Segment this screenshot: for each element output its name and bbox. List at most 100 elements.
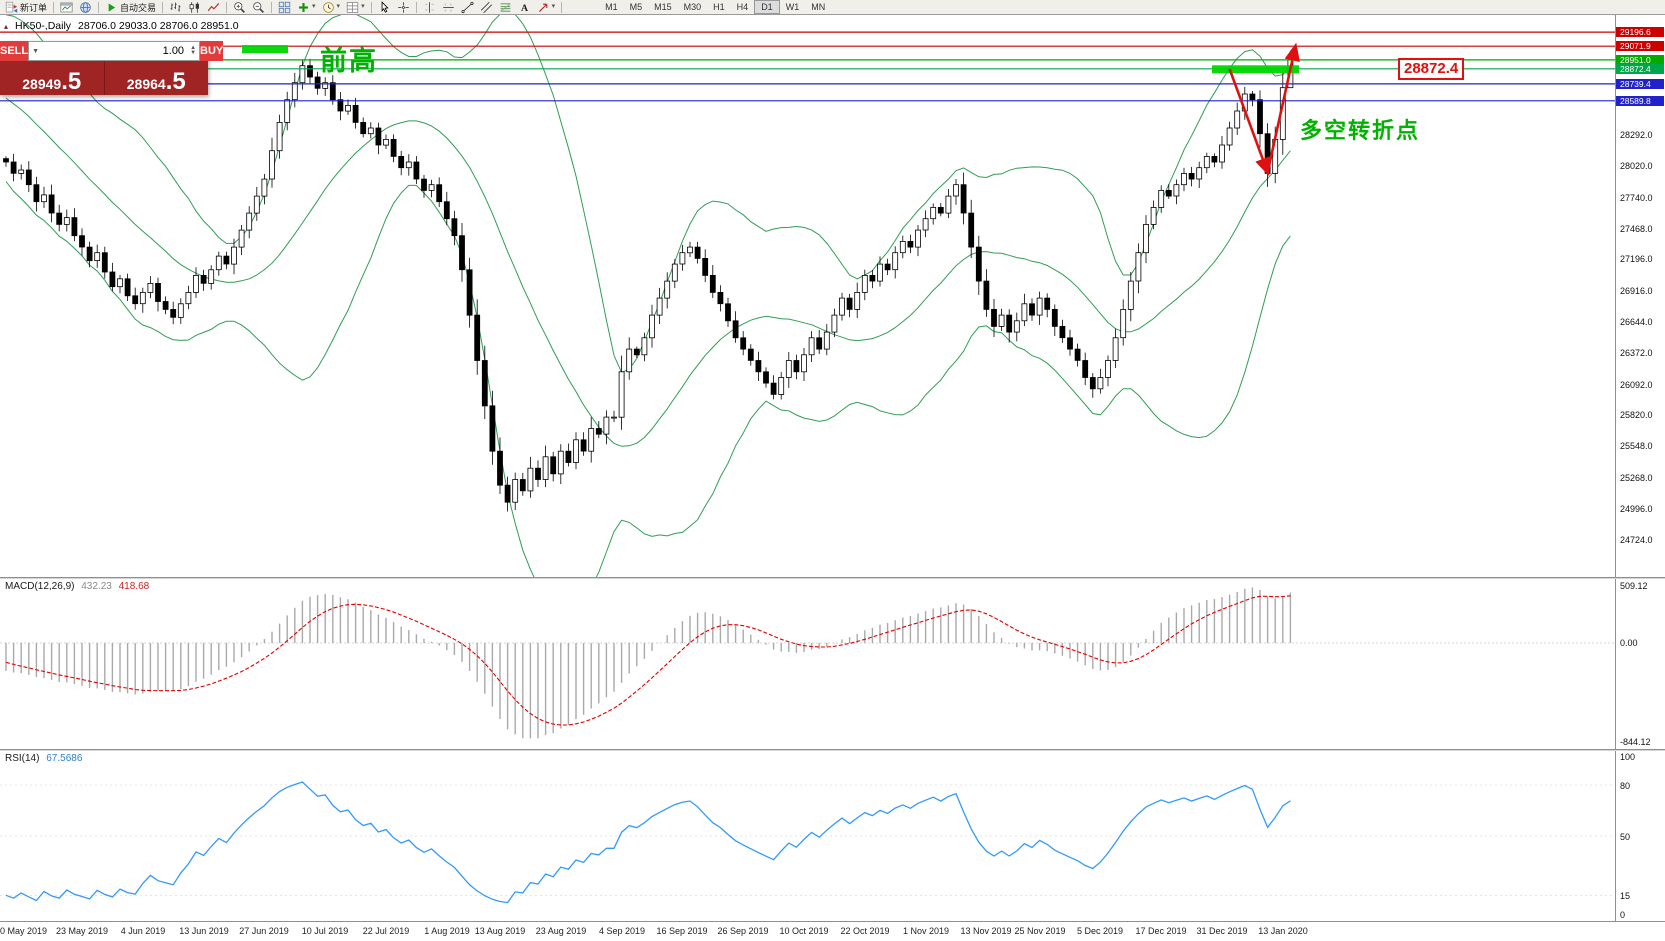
toolbar-separator: [561, 1, 563, 13]
indicators-button[interactable]: ▾: [294, 0, 319, 14]
bar-chart-button[interactable]: [166, 0, 185, 14]
price-tag: 28739.4: [1616, 78, 1664, 89]
zoom-in-button[interactable]: [230, 0, 249, 14]
autotrade-button[interactable]: 自动交易: [102, 0, 159, 14]
buy-button[interactable]: BUY: [200, 41, 224, 61]
toolbar-separator: [98, 1, 100, 13]
toolbar-separator: [162, 1, 164, 13]
price-axis-label: 26092.0: [1620, 379, 1653, 390]
date-label: 1 Aug 2019: [424, 926, 470, 936]
date-label: 23 Aug 2019: [535, 926, 587, 936]
cursor-button[interactable]: [375, 0, 394, 14]
line-chart-button[interactable]: [204, 0, 223, 14]
profile-button[interactable]: [76, 0, 95, 14]
dropdown-caret-icon: ▾: [336, 3, 341, 10]
annotation-prev-high: 前高: [320, 46, 378, 76]
candle-chart-button[interactable]: [185, 0, 204, 14]
toolbar-separator: [415, 1, 417, 13]
periods-button[interactable]: ▾: [319, 0, 344, 14]
channel-button[interactable]: [477, 0, 496, 14]
timeframe-m30-button[interactable]: M30: [683, 2, 702, 12]
text-button[interactable]: A: [515, 0, 534, 14]
fibonacci-button[interactable]: [496, 0, 515, 14]
date-label: 5 Dec 2019: [1076, 926, 1124, 936]
macd-axis[interactable]: 509.12 0.00 -844.12: [1615, 579, 1665, 749]
new-order-icon: [5, 1, 18, 13]
one-click-collapse-icon[interactable]: ▴: [4, 21, 9, 31]
timeframe-m1-button[interactable]: M1: [605, 2, 618, 12]
one-click-trading-panel: SELL ▼ ▲▼ BUY 28949 .5 28964 .5: [0, 41, 224, 95]
sell-price-pip: .5: [61, 68, 82, 95]
price-axis-label: 25820.0: [1620, 410, 1653, 421]
rsi-label: RSI(14) 67.5686: [5, 753, 82, 764]
rsi-axis[interactable]: 100 80 50 15 0: [1615, 751, 1665, 921]
vline-button[interactable]: [420, 0, 439, 14]
price-tag: 28589.8: [1616, 95, 1664, 106]
buy-price-pip: .5: [165, 68, 186, 95]
toolbar-button-label: 新订单: [20, 2, 48, 13]
price-axis-label: 24724.0: [1620, 534, 1653, 545]
price-axis-label: 26916.0: [1620, 286, 1653, 297]
date-label: 4 Jun 2019: [120, 926, 166, 936]
rsi-plot[interactable]: [0, 751, 1615, 921]
price-tag: 29071.9: [1616, 41, 1664, 52]
zoom-out-button[interactable]: [249, 0, 268, 14]
main-plot[interactable]: [0, 15, 1615, 577]
chart-window-icon: [60, 2, 73, 12]
arrows-button[interactable]: ▾: [534, 0, 559, 14]
timeframe-mn-button[interactable]: MN: [811, 2, 826, 12]
pane-splitter[interactable]: [0, 749, 1665, 751]
volume-input[interactable]: [42, 45, 188, 57]
chart-window-button[interactable]: [57, 0, 76, 14]
sell-button[interactable]: SELL: [0, 41, 29, 61]
date-label: 27 Jun 2019: [239, 926, 289, 936]
rsi-pane: RSI(14) 67.5686 100 80 50 15 0: [0, 751, 1665, 921]
timeframe-d1-button[interactable]: D1: [754, 0, 780, 14]
timeframe-h1-button[interactable]: H1: [713, 2, 725, 12]
tile-windows-icon: [278, 1, 291, 13]
profile-icon: [80, 1, 91, 13]
volume-spinner[interactable]: ▲ ▼: [190, 45, 197, 56]
buy-price[interactable]: 28964 .5: [105, 61, 209, 95]
price-axis-label: 25268.0: [1620, 473, 1653, 483]
dropdown-caret-icon: ▾: [312, 3, 316, 10]
timeframe-w1-button[interactable]: W1: [785, 2, 800, 12]
date-label: 31 Dec 2019: [1196, 926, 1248, 936]
timeframe-m15-button[interactable]: M15: [654, 2, 672, 12]
toolbar-separator: [53, 1, 55, 13]
date-label: 17 Dec 2019: [1135, 926, 1187, 936]
timeframe-m5-button[interactable]: M5: [629, 2, 643, 12]
macd-label: MACD(12,26,9) 432.23 418.68: [5, 581, 149, 592]
timeframe-h4-button[interactable]: H4: [736, 2, 749, 12]
macd-plot[interactable]: [0, 579, 1615, 749]
macd-pane: MACD(12,26,9) 432.23 418.68 509.12 0.00 -8…: [0, 579, 1665, 749]
new-order-button[interactable]: 新订单: [2, 0, 50, 14]
rsi-plot-area[interactable]: RSI(14) 67.5686: [0, 751, 1615, 921]
toolbar-separator: [226, 1, 228, 13]
main-plot-area[interactable]: ▴ HK50-,Daily 28706.0 29033.0 28706.0 28…: [0, 15, 1615, 577]
main-price-axis[interactable]: 28292.0 28020.0 27740.0 27468.0 27196.0 26916…: [1615, 15, 1665, 577]
time-axis[interactable]: 10 May 2019 23 May 2019 4 Jun 2019 13 Jun 2…: [0, 921, 1665, 941]
templates-button[interactable]: ▾: [343, 0, 368, 14]
macd-plot-area[interactable]: MACD(12,26,9) 432.23 418.68: [0, 579, 1615, 749]
trendline-button[interactable]: [458, 0, 477, 14]
sell-price-main: 28949: [22, 76, 62, 92]
sell-price[interactable]: 28949 .5: [0, 61, 105, 95]
vline-icon: [425, 1, 434, 13]
indicators-icon: [299, 2, 308, 12]
volume-dropdown-icon[interactable]: ▼: [32, 47, 40, 55]
pane-splitter[interactable]: [0, 577, 1665, 579]
rsi-axis-label: 100: [1620, 752, 1636, 762]
toolbar: 新订单 自动交易 ▾ ▾ ▾ A ▾ M1 M5 M15 M30 H1 H4 D1 W1 MN: [0, 0, 1665, 15]
date-label: 13 Aug 2019: [474, 926, 526, 936]
date-label: 13 Nov 2019: [960, 926, 1012, 936]
hline-button[interactable]: [439, 0, 458, 14]
tile-windows-button[interactable]: [275, 0, 294, 14]
date-label: 22 Jul 2019: [362, 926, 410, 936]
toolbar-separator: [370, 1, 372, 13]
line-chart-icon: [207, 2, 220, 11]
date-label: 13 Jun 2019: [179, 926, 229, 936]
crosshair-button[interactable]: [394, 0, 413, 14]
crosshair-icon: [397, 1, 409, 13]
channel-icon: [480, 1, 492, 13]
